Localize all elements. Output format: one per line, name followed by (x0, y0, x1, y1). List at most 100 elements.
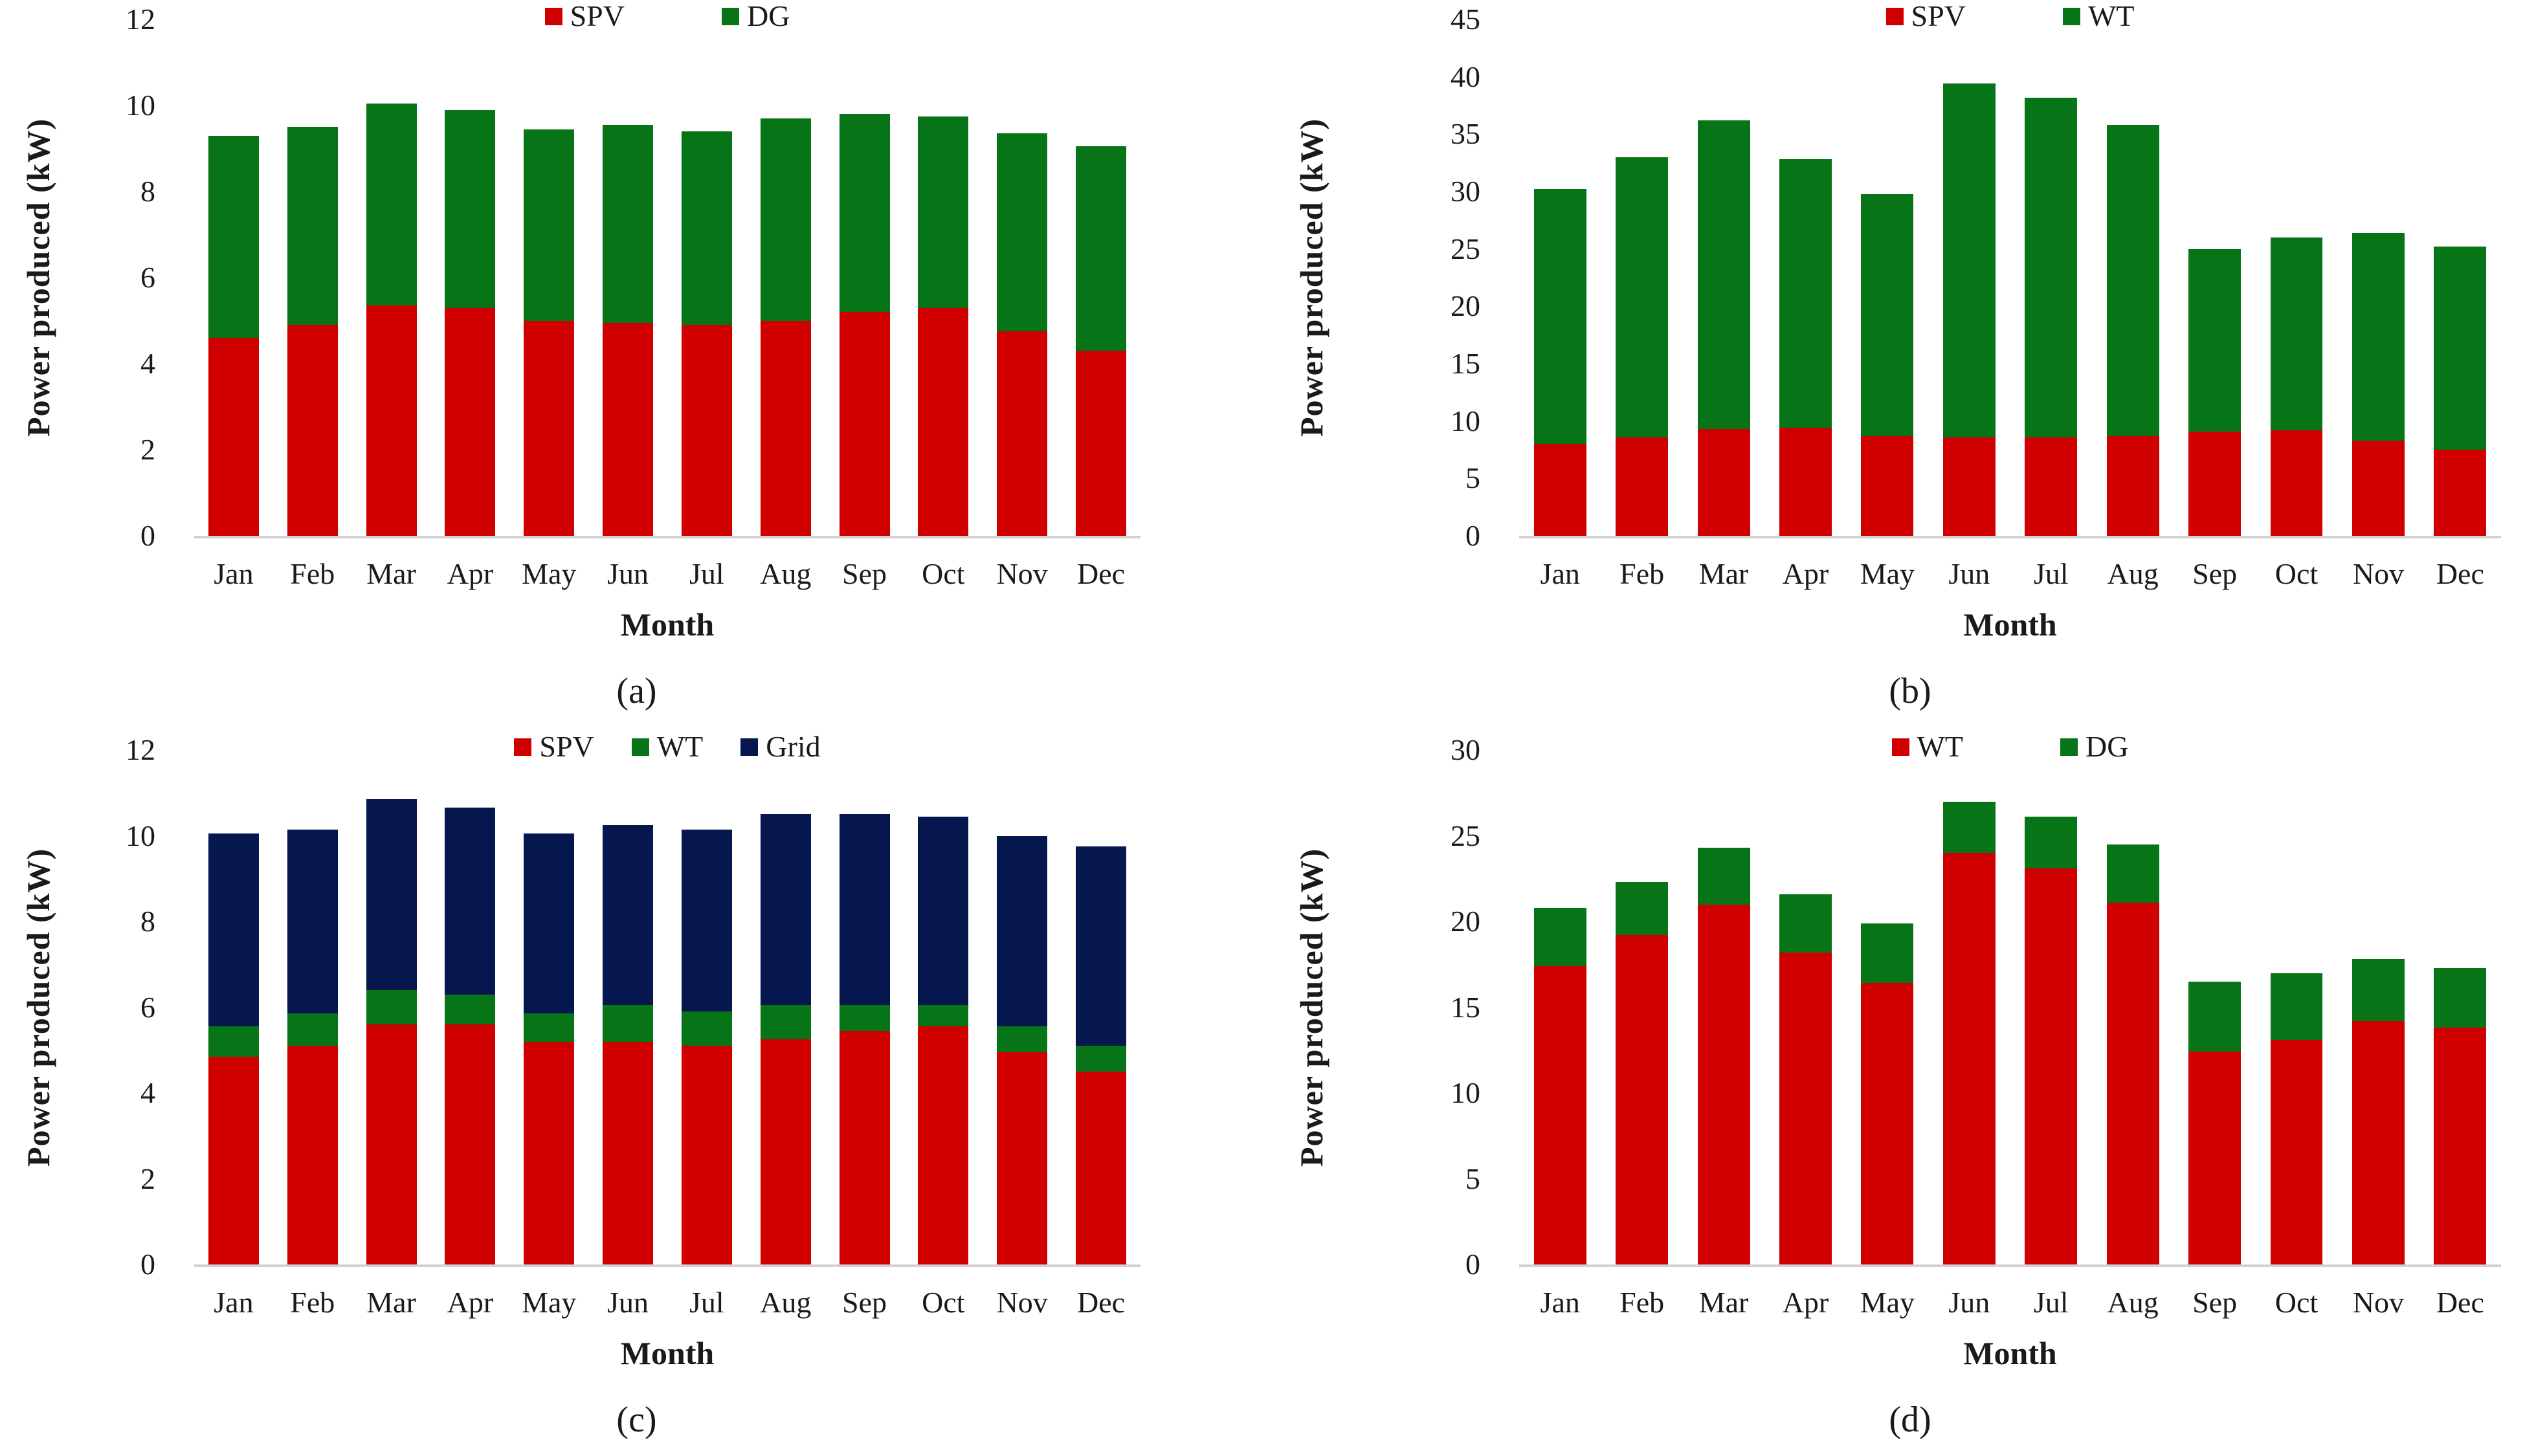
legend-swatch-icon (721, 7, 739, 25)
x-tick-label: Aug (2107, 557, 2159, 590)
bar-slot-aug (746, 19, 825, 536)
bar-segment-spv (1697, 429, 1750, 536)
stacked-bar-jul (681, 829, 732, 1264)
bar-segment-spv (1076, 1071, 1126, 1264)
plot-area (1519, 750, 2501, 1267)
bar-segment-spv (839, 1030, 890, 1264)
stacked-bar-oct (918, 816, 969, 1264)
bar-segment-dg (208, 135, 259, 338)
bar-segment-wt (2188, 248, 2241, 432)
bar-slot-jun (588, 750, 667, 1264)
bar-slot-may (1847, 19, 1928, 536)
bar-slot-nov (983, 19, 1062, 536)
bar-segment-dg (603, 124, 654, 323)
bar-segment-spv (1533, 444, 1586, 536)
stacked-bar-sep (839, 814, 890, 1264)
chart-panel-c: Power produced (kW) 0 2 4 6 8 10 12 Jan Feb Mar Apr… (0, 728, 1273, 1456)
y-tick-label: 10 (1451, 404, 1480, 437)
stacked-bar-aug (2106, 125, 2159, 536)
stacked-bar-jan (1533, 189, 1586, 536)
bar-segment-grid (681, 829, 732, 1012)
bar-segment-wt (1533, 189, 1586, 445)
bar-segment-spv (287, 1046, 338, 1264)
bar-slot-feb (1601, 750, 1682, 1264)
legend-item-dg: DG (2060, 732, 2128, 762)
legend: SPV WT (1519, 1, 2501, 31)
x-tick-label: Sep (842, 1286, 887, 1319)
x-tick-label: Apr (447, 1286, 494, 1319)
bar-slot-dec (1062, 19, 1140, 536)
bar-segment-dg (918, 116, 969, 308)
x-tick-label: Apr (447, 557, 494, 590)
x-tick-label: Dec (2436, 1286, 2484, 1319)
bar-segment-wt (524, 1013, 575, 1042)
legend-label: SPV (539, 730, 594, 763)
legend: SPV DG (194, 1, 1140, 31)
y-tick-label: 15 (1451, 990, 1480, 1024)
legend-item-grid: Grid (740, 732, 821, 762)
x-tick-label: Jun (1948, 557, 1990, 590)
x-tick-label: Nov (2352, 557, 2405, 590)
bar-slot-apr (430, 19, 509, 536)
bar-segment-wt (1533, 965, 1586, 1264)
bar-segment-spv (760, 1039, 811, 1264)
x-tick-label: Jul (2033, 557, 2069, 590)
plot-area (1519, 19, 2501, 538)
stacked-bar-feb (1616, 157, 1669, 536)
stacked-bar-dec (2434, 247, 2487, 536)
bar-segment-spv (681, 325, 732, 536)
stacked-bar-may (524, 833, 575, 1264)
x-tick-label: Nov (996, 557, 1048, 590)
bar-segment-spv (997, 1052, 1048, 1264)
bar-segment-dg (366, 103, 417, 306)
x-tick-label: May (1860, 1286, 1915, 1319)
bar-segment-spv (524, 1041, 575, 1264)
bar-slots (194, 750, 1140, 1264)
bar-slots (194, 19, 1140, 536)
x-tick-label: Jul (689, 1286, 724, 1319)
bar-segment-wt (445, 994, 496, 1024)
stacked-bar-jan (208, 833, 259, 1264)
bar-segment-spv (1942, 437, 1996, 536)
bar-segment-wt (1942, 83, 1996, 437)
bar-slot-jul (667, 750, 746, 1264)
bar-segment-wt (1942, 853, 1996, 1264)
legend-label: DG (2085, 730, 2129, 763)
bar-segment-wt (366, 990, 417, 1024)
x-tick-label: Sep (842, 557, 887, 590)
bar-slot-feb (273, 19, 352, 536)
stacked-bar-jun (1942, 801, 1996, 1264)
y-tick-label: 25 (1451, 819, 1480, 852)
stacked-bar-feb (287, 127, 338, 536)
stacked-bar-nov (2352, 959, 2405, 1264)
y-tick-label: 30 (1451, 733, 1480, 766)
x-tick-label: Nov (996, 1286, 1048, 1319)
y-tick-label: 12 (126, 3, 155, 36)
x-tick-label: Sep (2192, 1286, 2238, 1319)
bar-segment-dg (839, 114, 890, 313)
bar-segment-wt (1779, 952, 1832, 1264)
legend: SPV WT Grid (194, 732, 1140, 762)
bar-segment-spv (760, 320, 811, 536)
stacked-bar-sep (839, 114, 890, 536)
bar-segment-grid (287, 829, 338, 1014)
legend-item-dg: DG (721, 1, 790, 31)
legend-label: WT (1917, 730, 1964, 763)
bar-segment-grid (918, 816, 969, 1006)
x-tick-label: Jan (214, 557, 254, 590)
x-tick-label: Mar (1698, 557, 1749, 590)
bar-slot-mar (352, 750, 431, 1264)
y-tick-label: 6 (140, 261, 155, 294)
bar-segment-dg (1779, 894, 1832, 953)
bar-segment-spv (366, 1024, 417, 1264)
bar-segment-spv (918, 1026, 969, 1264)
y-tick-label: 4 (140, 1076, 155, 1109)
stacked-bar-jun (603, 124, 654, 536)
stacked-bar-jul (2025, 97, 2078, 536)
bar-segment-wt (2106, 902, 2159, 1264)
x-tick-label: May (522, 1286, 577, 1319)
legend-swatch-icon (2062, 7, 2080, 25)
legend-item-spv: SPV (514, 732, 594, 762)
bar-segment-dg (1861, 923, 1914, 984)
y-tick-label: 8 (140, 905, 155, 938)
